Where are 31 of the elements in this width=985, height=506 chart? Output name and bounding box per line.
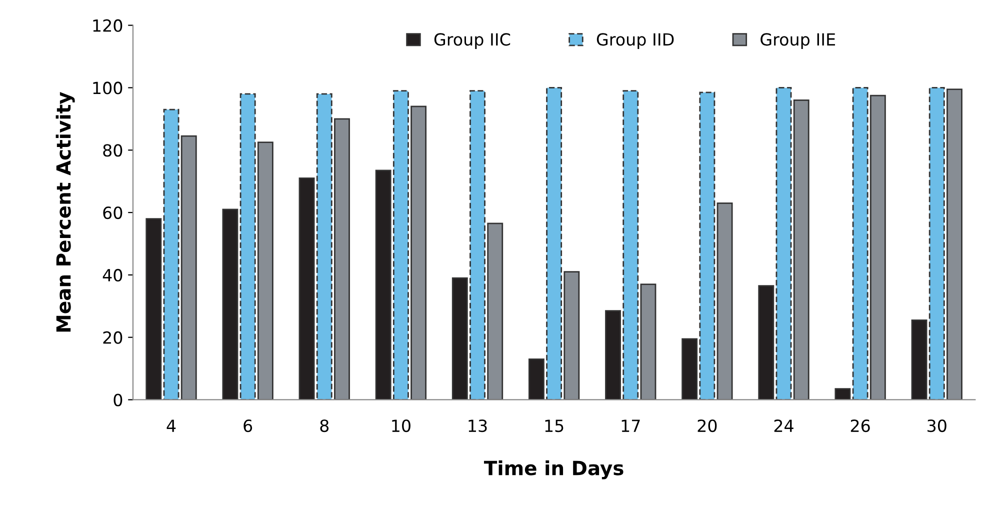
x-axis-title: Time in Days — [484, 460, 624, 480]
x-tick-label: 17 — [622, 420, 640, 432]
y-tick-label: 80 — [103, 144, 122, 157]
y-tick-label: 40 — [102, 268, 122, 282]
x-tick-label: 8 — [320, 419, 329, 432]
x-tick-label: 26 — [850, 419, 870, 432]
x-tick-label: 4 — [166, 420, 176, 432]
x-tick-label: 6 — [244, 419, 252, 432]
bar — [834, 388, 851, 400]
y-tick-label: 0 — [114, 394, 122, 406]
y-tick-label: 100 — [93, 82, 122, 94]
bar — [298, 178, 315, 400]
bar — [776, 87, 792, 400]
bar — [146, 218, 162, 400]
x-tick-label: 24 — [774, 419, 794, 432]
y-tick-label: 60 — [103, 206, 122, 220]
bar — [758, 285, 774, 400]
y-tick-label: 20 — [103, 331, 122, 344]
x-tick-label: 20 — [698, 419, 717, 432]
bar — [163, 108, 180, 400]
legend-label: Group IIC — [434, 33, 510, 49]
x-tick-label: 10 — [392, 419, 410, 432]
x-tick-label: 13 — [468, 419, 487, 432]
x-tick-label: 30 — [928, 419, 946, 432]
bar — [222, 208, 238, 400]
x-tick-label: 15 — [545, 420, 564, 432]
legend-label: Group IIE — [760, 33, 835, 49]
y-axis-title: Mean Percent Activity — [56, 92, 75, 332]
bar — [911, 319, 928, 400]
y-tick-label: 120 — [93, 19, 122, 32]
legend-label: Group IID — [596, 33, 674, 49]
